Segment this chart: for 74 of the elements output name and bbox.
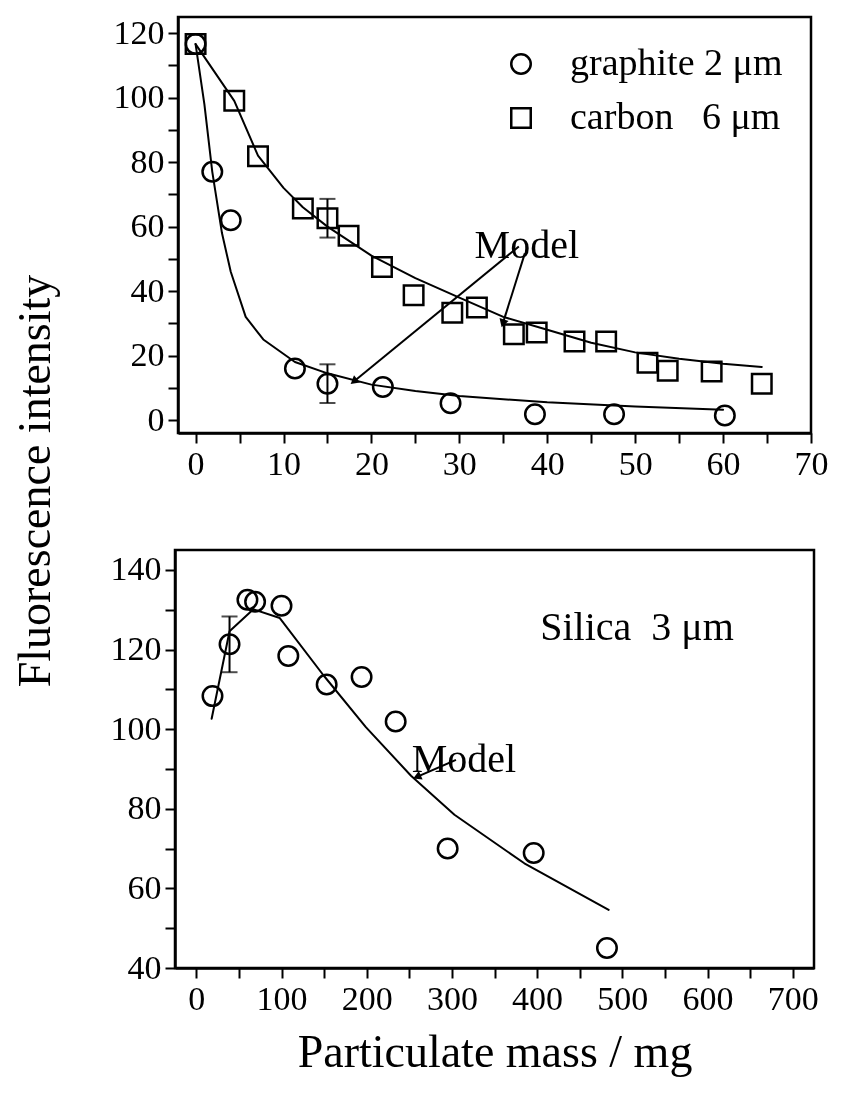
point bbox=[371, 375, 394, 398]
point bbox=[525, 321, 548, 344]
point bbox=[595, 330, 618, 353]
y-tick-label: 100 bbox=[110, 709, 162, 747]
y-axis-title: Fluorescence intensity bbox=[9, 273, 60, 690]
x-tick-label: 200 bbox=[341, 979, 393, 1017]
point bbox=[384, 710, 407, 733]
x-tick-label: 0 bbox=[187, 444, 205, 482]
point bbox=[441, 301, 464, 324]
x-tick-label: 70 bbox=[794, 444, 829, 482]
annotation: Silica 3 μm bbox=[540, 604, 734, 649]
y-tick-label: 140 bbox=[110, 550, 162, 588]
point bbox=[350, 666, 373, 688]
point bbox=[636, 351, 659, 374]
x-tick-label: 60 bbox=[706, 444, 741, 482]
x-tick-label: 700 bbox=[767, 979, 819, 1017]
point bbox=[291, 197, 314, 220]
x-tick-label: 50 bbox=[618, 444, 653, 482]
x-tick-label: 300 bbox=[426, 979, 478, 1017]
x-tick-label: 0 bbox=[188, 979, 206, 1017]
point bbox=[595, 937, 618, 960]
point bbox=[316, 372, 339, 395]
point bbox=[522, 841, 545, 864]
point bbox=[603, 403, 626, 426]
point bbox=[439, 392, 462, 415]
legend-label: carbon 6 μm bbox=[570, 95, 781, 137]
x-tick-label: 10 bbox=[267, 444, 301, 482]
point bbox=[277, 644, 300, 667]
y-tick-label: 120 bbox=[110, 630, 162, 668]
x-tick-label: 20 bbox=[354, 444, 389, 482]
annotation: Model bbox=[411, 735, 517, 781]
point bbox=[402, 284, 425, 307]
point bbox=[201, 685, 224, 708]
x-axis-title: Particulate mass / mg bbox=[297, 1025, 693, 1077]
point bbox=[465, 296, 488, 319]
point bbox=[283, 357, 306, 380]
point bbox=[750, 372, 773, 395]
point bbox=[523, 403, 546, 426]
annotation: Model bbox=[474, 222, 580, 268]
x-tick-label: 600 bbox=[682, 979, 734, 1017]
y-tick-label: 0 bbox=[147, 400, 165, 438]
point bbox=[370, 255, 393, 278]
x-tick-label: 100 bbox=[256, 979, 308, 1017]
y-tick-label: 40 bbox=[130, 271, 165, 309]
point bbox=[563, 330, 586, 353]
x-tick-label: 400 bbox=[512, 979, 564, 1017]
x-tick-label: 40 bbox=[530, 444, 565, 482]
point bbox=[700, 360, 723, 383]
point bbox=[218, 633, 241, 656]
y-tick-label: 80 bbox=[130, 142, 165, 180]
point bbox=[315, 673, 338, 696]
y-tick-label: 40 bbox=[127, 948, 162, 986]
y-tick-label: 120 bbox=[113, 13, 165, 51]
point bbox=[223, 89, 246, 112]
point bbox=[270, 594, 293, 617]
point bbox=[201, 160, 224, 183]
y-tick-label: 60 bbox=[130, 207, 165, 245]
x-tick-label: 500 bbox=[597, 979, 649, 1017]
point bbox=[436, 837, 459, 860]
y-tick-label: 20 bbox=[130, 336, 165, 374]
point bbox=[219, 209, 242, 232]
legend-label: graphite 2 μm bbox=[570, 41, 783, 83]
y-tick-label: 60 bbox=[127, 868, 162, 906]
point bbox=[247, 145, 269, 168]
y-tick-label: 100 bbox=[113, 78, 165, 116]
x-tick-label: 30 bbox=[442, 444, 477, 482]
point bbox=[236, 588, 259, 611]
point bbox=[316, 207, 339, 230]
point bbox=[337, 224, 360, 247]
point bbox=[713, 404, 736, 427]
point bbox=[656, 359, 679, 382]
point bbox=[502, 323, 525, 346]
point bbox=[244, 590, 267, 613]
y-tick-label: 80 bbox=[127, 789, 162, 827]
